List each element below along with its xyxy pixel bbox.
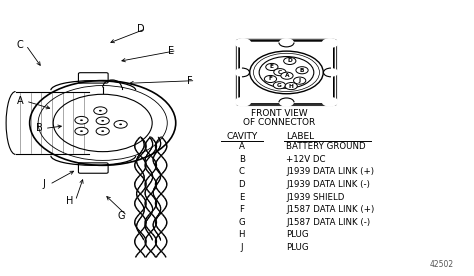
Circle shape [80, 130, 83, 132]
Circle shape [119, 124, 122, 125]
Text: D: D [287, 59, 292, 63]
Text: B: B [239, 155, 245, 164]
Circle shape [114, 121, 127, 128]
Text: +12V DC: +12V DC [286, 155, 326, 164]
Text: J: J [42, 179, 45, 189]
Text: PLUG: PLUG [286, 243, 309, 252]
Circle shape [279, 98, 294, 107]
Circle shape [99, 110, 102, 112]
Circle shape [283, 57, 296, 65]
Circle shape [285, 83, 297, 90]
Text: FRONT VIEW: FRONT VIEW [251, 110, 308, 118]
Text: G: G [277, 83, 282, 88]
Text: OF CONNECTOR: OF CONNECTOR [243, 118, 316, 127]
Text: H: H [238, 230, 245, 239]
Text: H: H [66, 196, 73, 206]
Text: H: H [289, 84, 293, 89]
Text: J: J [240, 243, 243, 252]
Text: F: F [187, 76, 193, 86]
Circle shape [80, 120, 83, 121]
Circle shape [279, 38, 294, 47]
Text: J1939 DATA LINK (+): J1939 DATA LINK (+) [286, 167, 374, 176]
Circle shape [101, 120, 104, 122]
Text: A: A [239, 142, 245, 151]
Text: E: E [270, 65, 274, 70]
Circle shape [266, 63, 278, 70]
Text: E: E [239, 193, 245, 201]
Text: 42502: 42502 [429, 260, 454, 269]
Text: J1587 DATA LINK (+): J1587 DATA LINK (+) [286, 205, 375, 214]
Circle shape [293, 77, 306, 84]
Text: LABEL: LABEL [286, 132, 315, 141]
Circle shape [235, 97, 251, 107]
Text: G: G [118, 211, 125, 221]
Text: E: E [168, 46, 174, 55]
Text: A: A [285, 73, 289, 78]
Circle shape [323, 68, 338, 77]
Text: F: F [268, 76, 273, 81]
Circle shape [235, 68, 249, 77]
Text: C: C [278, 70, 282, 75]
Text: J1939 DATA LINK (-): J1939 DATA LINK (-) [286, 180, 370, 189]
Circle shape [281, 72, 293, 79]
Circle shape [75, 127, 88, 135]
Circle shape [296, 67, 308, 74]
Circle shape [321, 38, 338, 48]
Text: B: B [300, 68, 304, 73]
Text: C: C [239, 167, 245, 176]
Text: D: D [137, 24, 144, 34]
Circle shape [274, 69, 286, 76]
Text: J1939 SHIELD: J1939 SHIELD [286, 193, 345, 201]
Text: J: J [299, 78, 301, 83]
Text: J1587 DATA LINK (-): J1587 DATA LINK (-) [286, 218, 371, 227]
Text: A: A [17, 96, 24, 106]
Text: G: G [238, 218, 245, 227]
Text: BATTERY GROUND: BATTERY GROUND [286, 142, 366, 151]
Circle shape [273, 82, 285, 89]
Text: PLUG: PLUG [286, 230, 309, 239]
Circle shape [75, 116, 88, 124]
Circle shape [96, 117, 109, 124]
Circle shape [96, 127, 109, 135]
Circle shape [264, 75, 277, 83]
Text: CAVITY: CAVITY [226, 132, 257, 141]
Text: F: F [239, 205, 244, 214]
Circle shape [235, 38, 251, 48]
Text: C: C [17, 40, 24, 50]
Circle shape [321, 97, 338, 107]
Circle shape [101, 130, 104, 132]
Text: B: B [36, 123, 43, 133]
Text: D: D [238, 180, 245, 189]
Circle shape [94, 107, 107, 115]
